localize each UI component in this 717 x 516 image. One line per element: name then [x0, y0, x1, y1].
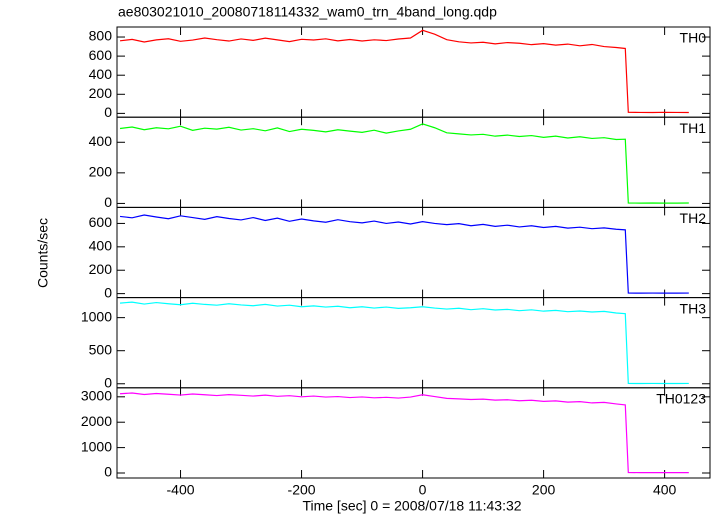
y-tick-label: 200	[89, 261, 113, 277]
y-tick-label: 0	[104, 284, 112, 300]
y-tick-label: 400	[89, 66, 113, 82]
y-tick-label: 0	[104, 104, 112, 120]
y-tick-label: 400	[89, 133, 113, 149]
series-label: TH0	[680, 30, 707, 46]
y-tick-label: 2000	[81, 413, 112, 429]
y-tick-label: 200	[89, 85, 113, 101]
y-tick-label: 200	[89, 164, 113, 180]
x-tick-label: 400	[653, 482, 677, 498]
y-tick-label: 1000	[81, 438, 112, 454]
series-line	[119, 214, 689, 294]
x-axis-label: Time [sec] 0 = 2008/07/18 11:43:32	[302, 498, 521, 514]
x-tick-label: 200	[532, 482, 556, 498]
series-label: TH1	[680, 120, 707, 136]
x-tick-label: -400	[167, 482, 195, 498]
y-axis-label: Counts/sec	[35, 218, 51, 288]
panel-frame	[116, 206, 711, 299]
x-tick-label: 0	[419, 482, 427, 498]
series-line	[119, 123, 689, 204]
y-tick-label: 800	[89, 28, 113, 44]
y-tick-label: 600	[89, 214, 113, 230]
series-line	[119, 301, 689, 385]
y-tick-label: 500	[89, 341, 113, 357]
series-line	[119, 29, 689, 114]
series-label: TH0123	[656, 391, 706, 407]
series-label: TH3	[680, 300, 707, 316]
panel-frame	[116, 387, 711, 479]
series-line	[119, 392, 689, 474]
x-tick-label: -200	[288, 482, 316, 498]
y-tick-label: 3000	[81, 388, 112, 404]
panel-frame	[116, 26, 711, 118]
chart-title: ae803021010_20080718114332_wam0_trn_4ban…	[118, 4, 497, 20]
y-tick-label: 0	[104, 464, 112, 480]
y-tick-label: 600	[89, 47, 113, 63]
y-tick-label: 400	[89, 238, 113, 254]
y-tick-label: 0	[104, 374, 112, 390]
panel-frame	[116, 116, 711, 208]
series-label: TH2	[680, 210, 707, 226]
panel-frame	[116, 297, 711, 389]
y-tick-label: 1000	[81, 308, 112, 324]
y-tick-label: 0	[104, 194, 112, 210]
